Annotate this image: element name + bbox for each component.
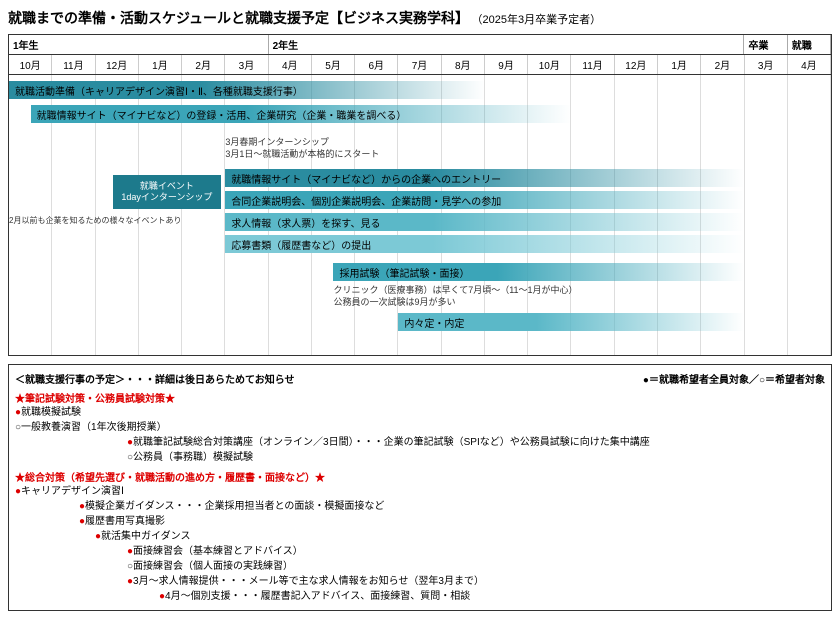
section-title: ★総合対策（希望先選び・就職活動の進め方・履歴書・面接など）★ xyxy=(15,469,825,484)
timeline-note: 3月1日～就職活動が本格的にスタート xyxy=(225,147,379,160)
month-cell: 3月 xyxy=(745,55,788,74)
year-header: 卒業 xyxy=(744,35,787,54)
support-item: ○面接練習会（個人面接の実践練習） xyxy=(127,559,825,574)
item-text: 公務員（事務職）模擬試験 xyxy=(133,452,253,463)
support-schedule: ＜就職支援行事の予定＞・・・詳細は後日あらためてお知らせ ●＝就職希望者全員対象… xyxy=(8,364,832,611)
item-text: 一般教養演習（1年次後期授業） xyxy=(21,422,167,433)
timeline-note: 公務員の一次試験は9月が多い xyxy=(333,295,455,308)
timeline-bar: 就職活動準備（キャリアデザイン演習Ⅰ・Ⅱ、各種就職支援行事） xyxy=(9,81,485,99)
month-cell: 1月 xyxy=(658,55,701,74)
item-text: 模擬企業ガイダンス・・・企業採用担当者との面談・模擬面接など xyxy=(85,501,384,512)
item-text: キャリアデザイン演習Ⅰ xyxy=(21,486,124,497)
month-cell: 4月 xyxy=(788,55,831,74)
year-header-row: 1年生2年生卒業就職 xyxy=(9,35,831,55)
timeline-bar: 採用試験（筆記試験・面接） xyxy=(333,263,744,281)
month-cell: 3月 xyxy=(225,55,268,74)
item-text: 就職筆記試験総合対策講座（オンライン／3日間）・・・企業の筆記試験（SPIなど）… xyxy=(133,437,650,448)
year-header: 就職 xyxy=(788,35,831,54)
support-item: ○公務員（事務職）模擬試験 xyxy=(127,450,825,465)
timeline-note: 2月以前も企業を知るための様々なイベントあり xyxy=(9,215,181,226)
support-item: ●就職模擬試験 xyxy=(15,405,825,420)
support-item: ●4月～個別支援・・・履歴書記入アドバイス、面接練習、質問・相談 xyxy=(159,589,825,604)
month-cell: 8月 xyxy=(442,55,485,74)
support-item: ●就職筆記試験総合対策講座（オンライン／3日間）・・・企業の筆記試験（SPIなど… xyxy=(127,435,825,450)
month-cell: 4月 xyxy=(269,55,312,74)
timeline-grid: 就職活動準備（キャリアデザイン演習Ⅰ・Ⅱ、各種就職支援行事） 就職情報サイト（マイ… xyxy=(9,75,831,355)
month-cell: 10月 xyxy=(9,55,52,74)
item-text: 3月～求人情報提供・・・メール等で主な求人情報をお知らせ（翌年3月まで） xyxy=(133,576,484,587)
timeline-bar: 応募書類（履歴書など）の提出 xyxy=(225,235,744,253)
item-text: 面接練習会（基本練習とアドバイス） xyxy=(133,546,303,557)
month-cell: 11月 xyxy=(571,55,614,74)
timeline-bar: 求人情報（求人票）を探す、見る xyxy=(225,213,744,231)
month-cell: 7月 xyxy=(398,55,441,74)
page-title: 就職までの準備・活動スケジュールと就職支援予定【ビジネス実務学科】（2025年3… xyxy=(8,8,832,28)
month-cell: 6月 xyxy=(355,55,398,74)
item-text: 就職模擬試験 xyxy=(21,407,81,418)
support-heading: ＜就職支援行事の予定＞・・・詳細は後日あらためてお知らせ ●＝就職希望者全員対象… xyxy=(15,371,825,386)
timeline-chart: 1年生2年生卒業就職 10月11月12月1月2月3月4月5月6月7月8月9月10… xyxy=(8,34,832,356)
item-text: 履歴書用写真撮影 xyxy=(85,516,165,527)
item-text: 4月～個別支援・・・履歴書記入アドバイス、面接練習、質問・相談 xyxy=(165,591,470,602)
month-cell: 1月 xyxy=(139,55,182,74)
timeline-bar: 就職情報サイト（マイナビなど）からの企業へのエントリー xyxy=(225,169,744,187)
year-header: 1年生 xyxy=(9,35,269,54)
month-cell: 12月 xyxy=(615,55,658,74)
item-text: 面接練習会（個人面接の実践練習） xyxy=(133,561,293,572)
timeline-bar: 就職情報サイト（マイナビなど）の登録・活用、企業研究（企業・職業を調べる） xyxy=(31,105,572,123)
month-cell: 5月 xyxy=(312,55,355,74)
month-cell: 2月 xyxy=(182,55,225,74)
legend: ●＝就職希望者全員対象／○＝希望者対象 xyxy=(643,371,825,386)
event-box: 就職イベント1dayインターンシップ xyxy=(113,175,221,209)
month-cell: 9月 xyxy=(485,55,528,74)
month-header-row: 10月11月12月1月2月3月4月5月6月7月8月9月10月11月12月1月2月… xyxy=(9,55,831,75)
support-item: ●キャリアデザイン演習Ⅰ xyxy=(15,484,825,499)
support-item: ●模擬企業ガイダンス・・・企業採用担当者との面談・模擬面接など xyxy=(79,499,825,514)
month-cell: 12月 xyxy=(96,55,139,74)
support-item: ●面接練習会（基本練習とアドバイス） xyxy=(127,544,825,559)
month-cell: 10月 xyxy=(528,55,571,74)
section-title: ★筆記試験対策・公務員試験対策★ xyxy=(15,390,825,405)
support-item: ●就活集中ガイダンス xyxy=(95,529,825,544)
timeline-bar: 合同企業説明会、個別企業説明会、企業訪問・見学への参加 xyxy=(225,191,744,209)
timeline-bar: 内々定・内定 xyxy=(398,313,744,331)
support-item: ●3月～求人情報提供・・・メール等で主な求人情報をお知らせ（翌年3月まで） xyxy=(127,574,825,589)
support-item: ○一般教養演習（1年次後期授業） xyxy=(15,420,825,435)
month-cell: 11月 xyxy=(52,55,95,74)
support-item: ●履歴書用写真撮影 xyxy=(79,514,825,529)
month-cell: 2月 xyxy=(701,55,744,74)
item-text: 就活集中ガイダンス xyxy=(101,531,190,542)
year-header: 2年生 xyxy=(269,35,745,54)
